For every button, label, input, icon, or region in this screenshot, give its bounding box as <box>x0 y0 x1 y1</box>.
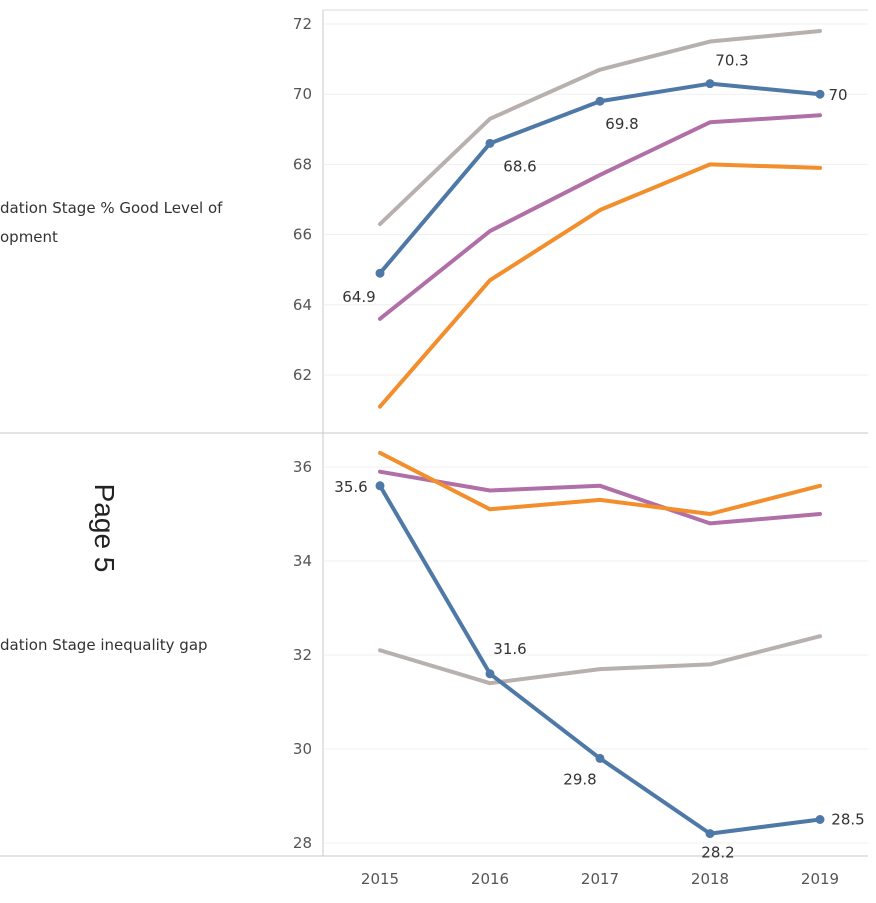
x-tick-label: 2016 <box>471 870 509 888</box>
data-point <box>705 79 715 89</box>
series-line <box>378 483 822 836</box>
panel-label: dation Stage % Good Level of <box>0 199 223 217</box>
data-point <box>705 829 715 839</box>
data-label: 69.8 <box>605 115 638 133</box>
series-line <box>378 469 822 526</box>
x-tick-label: 2018 <box>691 870 729 888</box>
x-tick-label: 2019 <box>801 870 839 888</box>
y-tick-label: 66 <box>293 226 312 244</box>
data-point <box>815 815 825 824</box>
y-tick-label: 30 <box>293 740 312 758</box>
x-tick-label: 2017 <box>581 870 619 888</box>
panel-label: dation Stage inequality gap <box>0 636 208 654</box>
page-label: Page 5 <box>89 483 120 573</box>
data-label: 28.2 <box>701 844 734 862</box>
data-label: 70 <box>828 86 847 104</box>
data-point <box>375 481 385 491</box>
data-label: 64.9 <box>342 288 375 306</box>
y-tick-label: 32 <box>293 646 312 664</box>
data-point <box>485 669 495 679</box>
data-point <box>595 753 605 763</box>
data-point <box>595 96 605 106</box>
y-tick-label: 64 <box>293 296 312 314</box>
data-label: 31.6 <box>493 640 526 658</box>
x-tick-label: 2015 <box>361 870 399 888</box>
series-line <box>378 81 822 276</box>
data-point <box>485 138 495 148</box>
series-line <box>378 113 822 321</box>
data-point <box>375 268 385 278</box>
data-label: 70.3 <box>715 52 748 70</box>
y-tick-label: 34 <box>293 552 312 570</box>
y-tick-label: 70 <box>293 85 312 103</box>
y-tick-label: 68 <box>293 155 312 173</box>
data-point <box>815 89 825 99</box>
data-label: 68.6 <box>503 157 536 175</box>
y-tick-label: 72 <box>293 15 312 33</box>
series-line <box>378 634 822 686</box>
data-label: 35.6 <box>334 478 367 496</box>
series-line <box>378 450 822 516</box>
y-tick-label: 28 <box>293 834 312 852</box>
series-line <box>378 29 822 227</box>
data-label: 29.8 <box>563 770 596 788</box>
y-tick-label: 36 <box>293 458 312 476</box>
series-line <box>378 162 822 409</box>
data-label: 28.5 <box>831 811 864 829</box>
y-tick-label: 62 <box>293 366 312 384</box>
panel-label: opment <box>0 228 58 246</box>
